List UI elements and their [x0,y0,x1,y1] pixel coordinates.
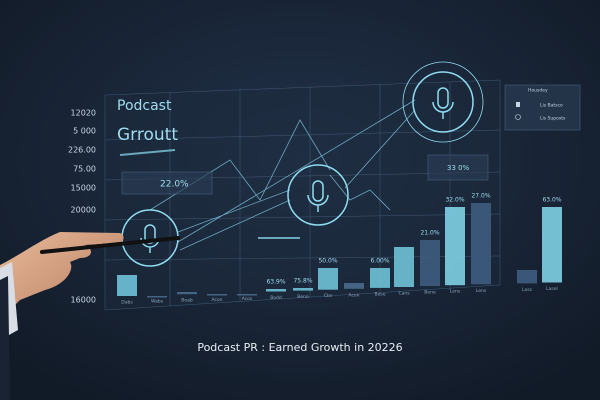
network-lines [119,99,416,251]
bar [318,268,338,290]
bar-value-label: 50.0% [318,258,337,265]
y-label: 12020 [71,109,96,118]
bar-category: Bene [424,290,436,296]
bar-value-label: 21.0% [420,230,439,237]
bar-value-label: 63.9% [266,279,285,286]
bar-category: Cans [398,291,410,297]
bar [147,296,167,298]
bar-category: Boab [181,298,193,304]
bar [177,292,197,295]
bar-category: Dabs [121,300,133,306]
bar [117,275,137,296]
y-label: 16000 [71,296,96,305]
bar [293,288,313,291]
bar-category: Beno [297,294,309,300]
y-label: 226.00 [68,146,96,155]
bar-value-label: 32.0% [445,197,464,204]
bar-category: Lens [450,289,461,295]
legend-item: Lis Suposts [540,116,566,122]
bar [370,268,390,288]
bar-category: Acos [242,296,253,302]
mic-icons [121,61,484,267]
bar-value-label: 6.00% [370,258,389,265]
legend-title: Housdey [528,88,548,94]
bar [517,270,537,284]
bar-value-label: 75.8% [293,278,312,285]
bar-category: Lens [476,288,487,294]
panel-subtitle: Grroutt [117,125,178,145]
bar-category: Wabs [151,299,164,305]
bar [471,203,491,285]
chart-layer: 12020 5 000 226.00 75.00 15000 20000 16000 Dabs… [68,109,562,306]
legend-icon [516,102,520,107]
bar-value-label: 27.0% [471,193,490,200]
callout: 33 0% [447,164,470,172]
bar-category: Lass [522,287,533,293]
bar-category: Lasel [546,286,558,292]
legend-item: Lis Batsco [540,103,563,109]
hand [0,232,180,400]
panel-title: Podcast [117,98,172,114]
y-label: 20000 [71,206,96,215]
bar-category: Bodd [270,295,282,301]
holo-panel [104,79,501,311]
bar-value-label: 63.0% [542,197,561,204]
y-label: 5 000 [73,127,96,136]
bar [344,283,364,289]
bar-category: Bese [375,291,386,297]
bar [420,240,440,287]
callout-boxes [121,84,581,195]
bar [542,207,562,283]
caption: Podcast PR : Earned Growth in 20226 [197,341,402,354]
bar-category: Acon [348,292,359,298]
bar-category: Acon [211,297,222,303]
callout: 22.0% [160,180,189,190]
bar [445,207,465,286]
y-label: 75.00 [73,165,96,174]
bar-category: Cbs [324,293,333,299]
bar [207,294,227,296]
legend-icon [515,114,521,120]
bar [266,289,286,292]
y-label: 15000 [71,184,96,193]
bar [394,247,414,287]
bar [237,294,257,296]
